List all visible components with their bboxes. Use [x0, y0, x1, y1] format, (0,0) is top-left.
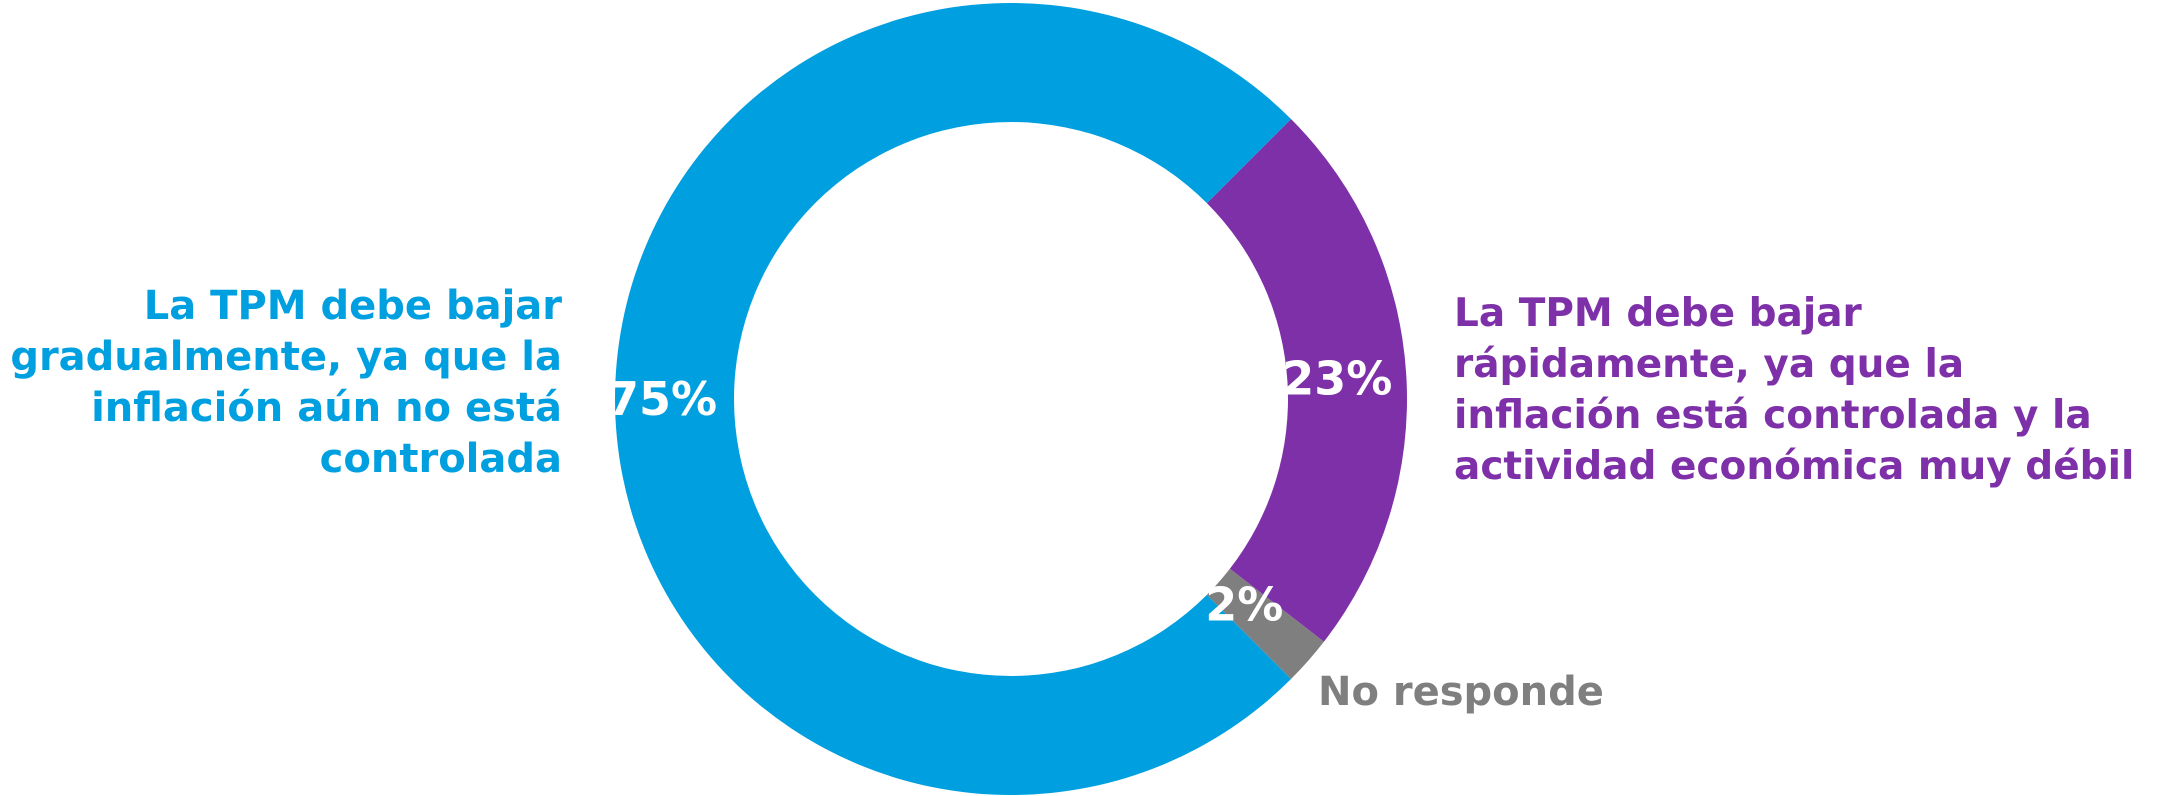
pct-label-rapid: 23% [1282, 351, 1392, 405]
percentage-labels: 23% 2% 75% [607, 351, 1392, 631]
slice-gradual [615, 2, 1292, 795]
legend-line: inflación aún no está [91, 385, 562, 431]
legend-line: La TPM debe bajar [143, 283, 562, 329]
legend-line: rápidamente, ya que la [1454, 342, 1965, 387]
legend-line: La TPM debe bajar [1454, 291, 1862, 336]
legend-line: No responde [1318, 669, 1604, 715]
legend-label-gradual: La TPM debe bajar gradualmente, ya que l… [10, 281, 562, 485]
legend-label-rapid: La TPM debe bajar rápidamente, ya que la… [1454, 288, 2134, 492]
legend-line: actividad económica muy débil [1454, 444, 2135, 489]
donut-slices [615, 2, 1407, 795]
legend-label-no-responde: No responde [1318, 667, 1604, 718]
pct-label-gradual: 75% [607, 372, 717, 426]
legend-line: inflación está controlada y la [1454, 393, 2092, 438]
slice-rapid [1206, 118, 1407, 642]
legend-line: controlada [319, 436, 562, 482]
slice-no-responde [1206, 568, 1324, 680]
legend-line: gradualmente, ya que la [10, 334, 562, 380]
pct-label-no-responde: 2% [1205, 578, 1283, 632]
